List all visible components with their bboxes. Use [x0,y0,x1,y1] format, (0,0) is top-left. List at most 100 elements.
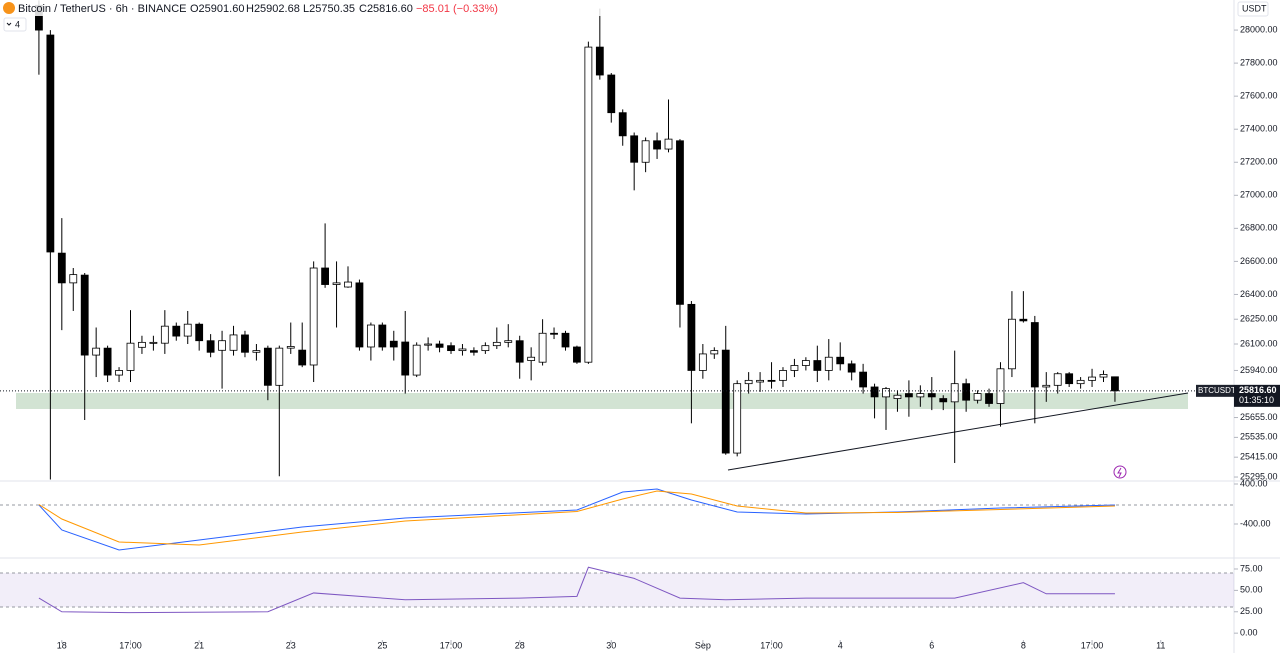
candle-body [893,394,902,399]
candle-body [595,46,604,76]
candle-body [664,138,673,150]
candle-body [790,365,799,371]
candle-body [160,325,169,344]
x-tick-label: 17:00 [760,640,783,650]
x-tick-label: 4 [838,640,843,650]
y-tick-label: 27600.00 [1240,91,1278,101]
candle-body [69,274,78,284]
candle-body [744,379,753,385]
candle-body [698,353,707,371]
candle-body [561,332,570,348]
candle-body [927,393,936,398]
candle-body [389,340,398,348]
y-tick-label: 75.00 [1240,563,1263,573]
candle-body [676,140,684,305]
legend-low: L25750.35 [303,3,355,15]
y-tick-label: 25655.00 [1240,412,1278,422]
indicator-count: 4 [15,19,20,29]
candle-body [733,383,742,454]
candle-body [1042,384,1051,388]
candle-body [195,323,204,342]
candle-body [756,379,764,383]
candle-body [607,74,616,114]
candle-body [801,360,810,366]
candle-body [641,140,650,163]
y-tick-label: 25415.00 [1240,452,1278,462]
candle-body [824,356,833,371]
y-tick-label: 26400.00 [1240,289,1278,299]
candle-body [92,347,101,356]
candle-body [653,140,661,150]
x-tick-label: 23 [286,640,296,650]
indicator-line [38,566,1115,614]
y-tick-label: 400.00 [1240,478,1268,488]
candle-body [172,325,181,337]
alert-bolt [1117,467,1122,478]
candle-body [103,347,112,376]
candle-body [573,346,581,363]
candle-body [1065,373,1074,385]
header-bg [0,0,620,16]
candle-body [721,349,730,454]
y-tick-label: 26250.00 [1240,314,1278,324]
candle-body [481,345,490,352]
candle-body [618,112,627,137]
candle-body [241,334,249,353]
candle-body [332,282,341,285]
x-tick-label: 17:00 [119,640,142,650]
y-tick-label: 50.00 [1240,585,1263,595]
candle-body [1008,318,1016,370]
price-tag [1234,384,1280,407]
candle-body [836,356,845,365]
x-tick-label: 25 [377,640,387,650]
y-tick-label: 0.00 [1240,628,1258,638]
candle-body [950,383,959,403]
candle-body [286,346,295,349]
indicator-toggle[interactable] [3,17,27,32]
y-tick-label: 27200.00 [1240,157,1278,167]
candle-body [366,324,375,348]
candle-body [344,281,352,288]
candle-body [309,267,318,366]
candle-body [905,393,913,398]
candle-body [1053,373,1062,386]
candle-body [767,379,776,382]
indicator-line [38,490,1115,546]
x-tick-label: 21 [194,640,204,650]
candle-body [1111,376,1119,392]
legend-change: −85.01 (−0.33%) [416,3,498,15]
candle-body [996,368,1005,404]
rsi-band [0,573,1234,607]
candle-body [687,303,696,371]
candle-body [859,371,868,388]
candle-body [550,332,558,335]
candle-body [1076,379,1085,385]
candle-body [229,334,238,351]
candle-body [252,350,261,353]
x-tick-label: 18 [57,640,67,650]
support-zone [16,393,1188,409]
candle-body [298,349,307,366]
symbol-title: Bitcoin / TetherUS · 6h · BINANCE [18,3,187,15]
x-tick-label: 11 [1156,640,1165,650]
candle-body [378,324,387,348]
y-tick-label: 27400.00 [1240,124,1278,134]
candle-body [847,363,856,373]
candle-body [458,348,467,352]
candle-body [126,342,135,371]
candle-body [973,393,982,401]
candle-body [57,252,66,284]
candle-body [882,388,890,398]
x-tick-label: Sep [695,640,711,650]
candle-body [584,46,593,363]
y-tick-label: 27800.00 [1240,57,1278,67]
candle-body [1088,376,1096,381]
currency: USDT [1242,3,1267,13]
alert-icon[interactable] [1113,465,1127,479]
y-tick-label: 25940.00 [1240,365,1278,375]
currency-button[interactable] [1237,1,1269,17]
candle-body [470,350,478,353]
candle-body [80,274,89,356]
candle-body [916,393,925,398]
